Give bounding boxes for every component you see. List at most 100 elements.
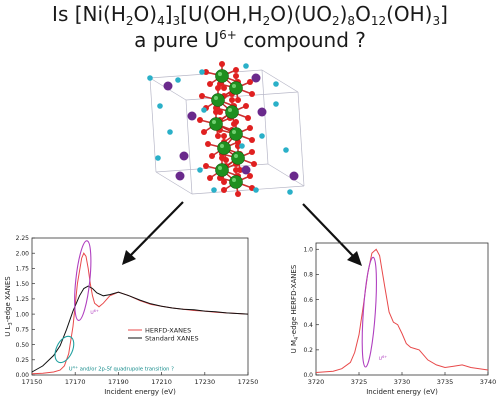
oxygen-atom [221,85,227,91]
uranium-atom-highlight [232,84,236,88]
oxygen-atom [221,133,227,139]
oxygen-atom [249,91,255,97]
oxygen-atom [197,117,203,123]
y-tick-label: 1.0 [303,246,313,253]
oxygen-atom [233,73,239,79]
y-tick-label: 0.50 [16,342,30,349]
uranium-atom [215,163,229,177]
title-subscript: 2 [125,14,134,28]
plot-frame [315,242,489,376]
title-text: Is [Ni(H [52,2,126,26]
oxygen-atom [233,67,239,73]
title-text: 6+ [219,28,237,42]
unit-cell-edge [155,171,193,195]
nickel-atom [251,73,261,83]
oxygen-atom [205,141,211,147]
oxygen-atom [235,143,241,149]
unit-cell-edge [261,69,299,93]
uranium-atom-highlight [234,154,238,158]
x-tick-label: 3725 [351,378,368,386]
hydrogen-atom [147,75,153,81]
oxygen-atom [235,191,241,197]
y-axis-label-suffix: -edge XANES [4,276,12,322]
y-tick-label: 0.00 [16,372,30,379]
oxygen-atom [251,161,257,167]
x-tick-label: 17150 [22,378,43,386]
annotation-u4-text: U [69,367,73,373]
uranium-atom [217,141,231,155]
x-tick-label: 17230 [194,378,215,386]
annotation-u6-text: U [379,356,382,362]
title-text: a pure U [134,28,220,52]
unit-cell-edge [191,185,305,195]
y-tick-label: 1.00 [16,311,30,318]
oxygen-atom [221,179,227,185]
annotation-u6-sup: 6+ [382,355,387,359]
oxygen-atom [247,79,253,85]
y-tick-label: 0.8 [303,272,313,279]
y-axis-label: U L3-edge XANES [4,276,14,337]
hydrogen-atom [283,147,289,153]
oxygen-atom [215,85,221,91]
hydrogen-atom [253,187,259,193]
y-tick-label: 1.25 [16,296,30,303]
oxygen-atom [219,155,225,161]
oxygen-atom [247,173,253,179]
hydrogen-atom [199,69,205,75]
series-line-0 [315,248,489,373]
hydrogen-atom [167,129,173,135]
y-tick-label: 0.4 [303,322,313,329]
hydrogen-atom [239,143,245,149]
uranium-atom-highlight [212,120,216,124]
y-tick-label: 0.6 [303,297,313,304]
nickel-atom [163,81,173,91]
y-tick-label: 1.75 [16,266,30,273]
oxygen-atom [243,103,249,109]
hydrogen-atom [259,133,265,139]
y-tick-label: 0.75 [16,327,30,334]
y-tick-label: 2.25 [16,235,30,242]
nickel-atom [175,171,185,181]
oxygen-atom [199,93,205,99]
hydrogen-atom [155,155,161,161]
unit-cell-edge [185,91,299,101]
y-axis-label-sub: 4 [294,337,300,340]
series-line-1 [31,285,249,373]
x-tick-label: 3730 [394,378,411,386]
annotation-u4-sup: 4+ [73,365,79,370]
y-tick-label: 0.2 [303,347,313,354]
x-tick-label: 3740 [480,378,497,386]
oxygen-atom [213,109,219,115]
title-text: [U(OH,H [180,2,263,26]
oxygen-atom [247,125,253,131]
hydrogen-atom [201,107,207,113]
hydrogen-atom [175,77,181,83]
hydrogen-atom [243,63,249,69]
y-tick-label: 0.0 [303,372,313,379]
uranium-atom [229,127,243,141]
plot-frame [31,237,249,376]
unit-cell-edge [261,69,269,165]
unit-cell-edge [185,99,193,195]
oxygen-atom [235,97,241,103]
oxygen-atom [249,149,255,155]
y-axis-label: U M4-edge HERFD-XANES [290,264,300,353]
y-axis-label-prefix: U L [4,325,12,336]
arrow-right [302,203,362,266]
uranium-atom [209,117,223,131]
nickel-atom [187,111,197,121]
oxygen-atom [209,153,215,159]
uranium-atom [229,175,243,189]
title-text: ] [440,2,448,26]
uranium-atom-highlight [218,72,222,76]
uranium-atom [211,93,225,107]
legend-label: HERFD-XANES [145,326,191,334]
oxygen-atom [207,175,213,181]
y-tick-label: 0.25 [16,357,30,364]
oxygen-atom [219,61,225,67]
x-tick-label: 17170 [65,378,86,386]
series-line-0 [31,252,249,375]
uranium-atom-highlight [228,108,232,112]
title-question: a pure U6+ compound ? [0,28,500,52]
uranium-atom-highlight [232,178,236,182]
